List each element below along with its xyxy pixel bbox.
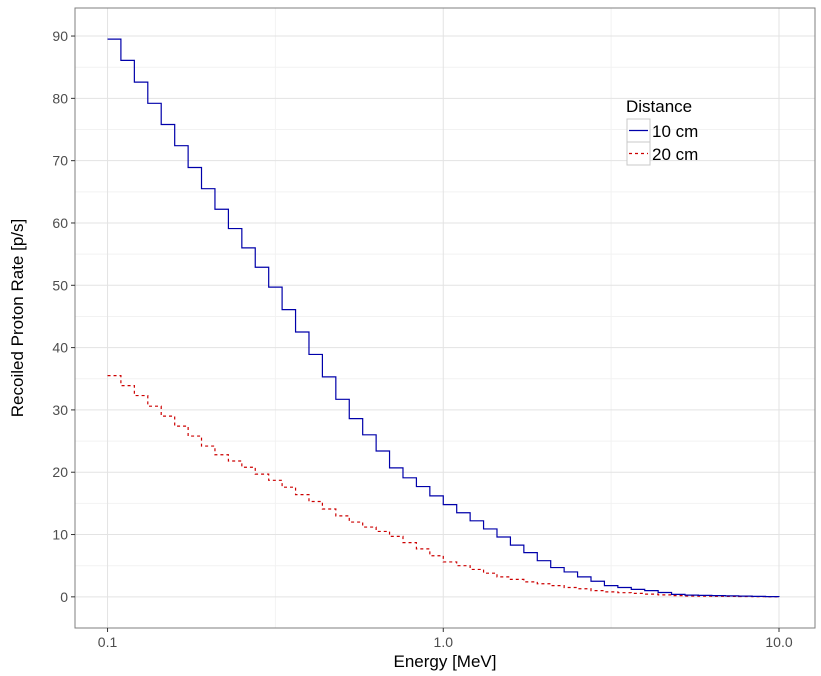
y-tick-label: 80 xyxy=(52,90,68,106)
y-tick-label: 20 xyxy=(52,464,68,480)
legend: Distance 10 cm 20 cm xyxy=(626,97,698,166)
y-tick-label: 50 xyxy=(52,277,68,293)
x-axis-label: Energy [MeV] xyxy=(394,652,497,671)
x-axis: 0.1 1.0 10.0 xyxy=(98,628,793,650)
y-tick-label: 40 xyxy=(52,340,68,356)
legend-label-20cm: 20 cm xyxy=(652,145,698,164)
x-tick-label: 10.0 xyxy=(765,634,792,650)
legend-label-10cm: 10 cm xyxy=(652,122,698,141)
legend-title: Distance xyxy=(626,97,692,116)
y-tick-label: 90 xyxy=(52,28,68,44)
panel-border xyxy=(74,7,816,629)
series-lines xyxy=(107,38,780,598)
y-axis-label: Recoiled Proton Rate [p/s] xyxy=(8,219,27,417)
series-10-cm xyxy=(107,38,780,598)
legend-key-20cm xyxy=(626,141,651,166)
y-tick-label: 60 xyxy=(52,215,68,231)
y-tick-label: 0 xyxy=(60,589,68,605)
y-tick-label: 10 xyxy=(52,527,68,543)
series-20-cm xyxy=(107,375,780,598)
x-tick-label: 0.1 xyxy=(98,634,118,650)
grid xyxy=(75,8,815,628)
x-tick-label: 1.0 xyxy=(434,634,454,650)
y-tick-label: 30 xyxy=(52,402,68,418)
y-axis: 0 10 20 30 40 50 60 70 80 90 xyxy=(52,28,75,605)
y-tick-label: 70 xyxy=(52,153,68,169)
